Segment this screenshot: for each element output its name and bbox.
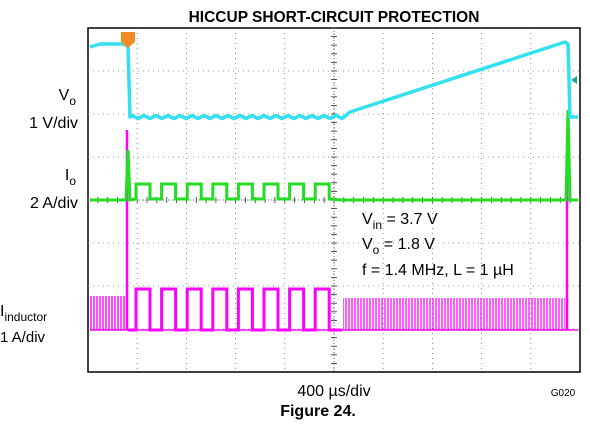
figure-code: G020 — [551, 388, 576, 399]
condition: Vin = 3.7 V — [362, 211, 438, 232]
trigger-marker — [121, 32, 135, 48]
traces — [89, 40, 578, 332]
output-voltage-trace — [89, 40, 578, 121]
inductor-noise — [90, 296, 126, 330]
inductor-noise — [343, 298, 565, 330]
channel-label: Vo — [59, 87, 77, 108]
output-current-trace — [90, 109, 578, 202]
condition: f = 1.4 MHz, L = 1 µH — [362, 262, 514, 279]
level-marker — [571, 76, 577, 84]
channel-label: Io — [65, 167, 76, 188]
channel-scale: 1 V/div — [29, 115, 78, 132]
caption: Figure 24. — [280, 403, 356, 420]
channel-label: Iinductor — [0, 303, 47, 324]
time-scale: 400 µs/div — [297, 383, 370, 400]
channel-scale: 2 A/div — [30, 195, 78, 212]
channel-scale: 1 A/div — [0, 329, 46, 346]
condition: Vo = 1.8 V — [362, 236, 435, 257]
title: HICCUP SHORT-CIRCUIT PROTECTION — [189, 9, 480, 26]
